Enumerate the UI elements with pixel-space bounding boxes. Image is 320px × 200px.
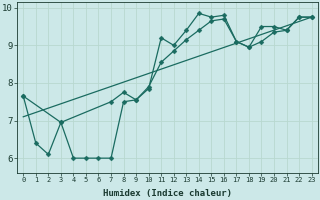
X-axis label: Humidex (Indice chaleur): Humidex (Indice chaleur) <box>103 189 232 198</box>
